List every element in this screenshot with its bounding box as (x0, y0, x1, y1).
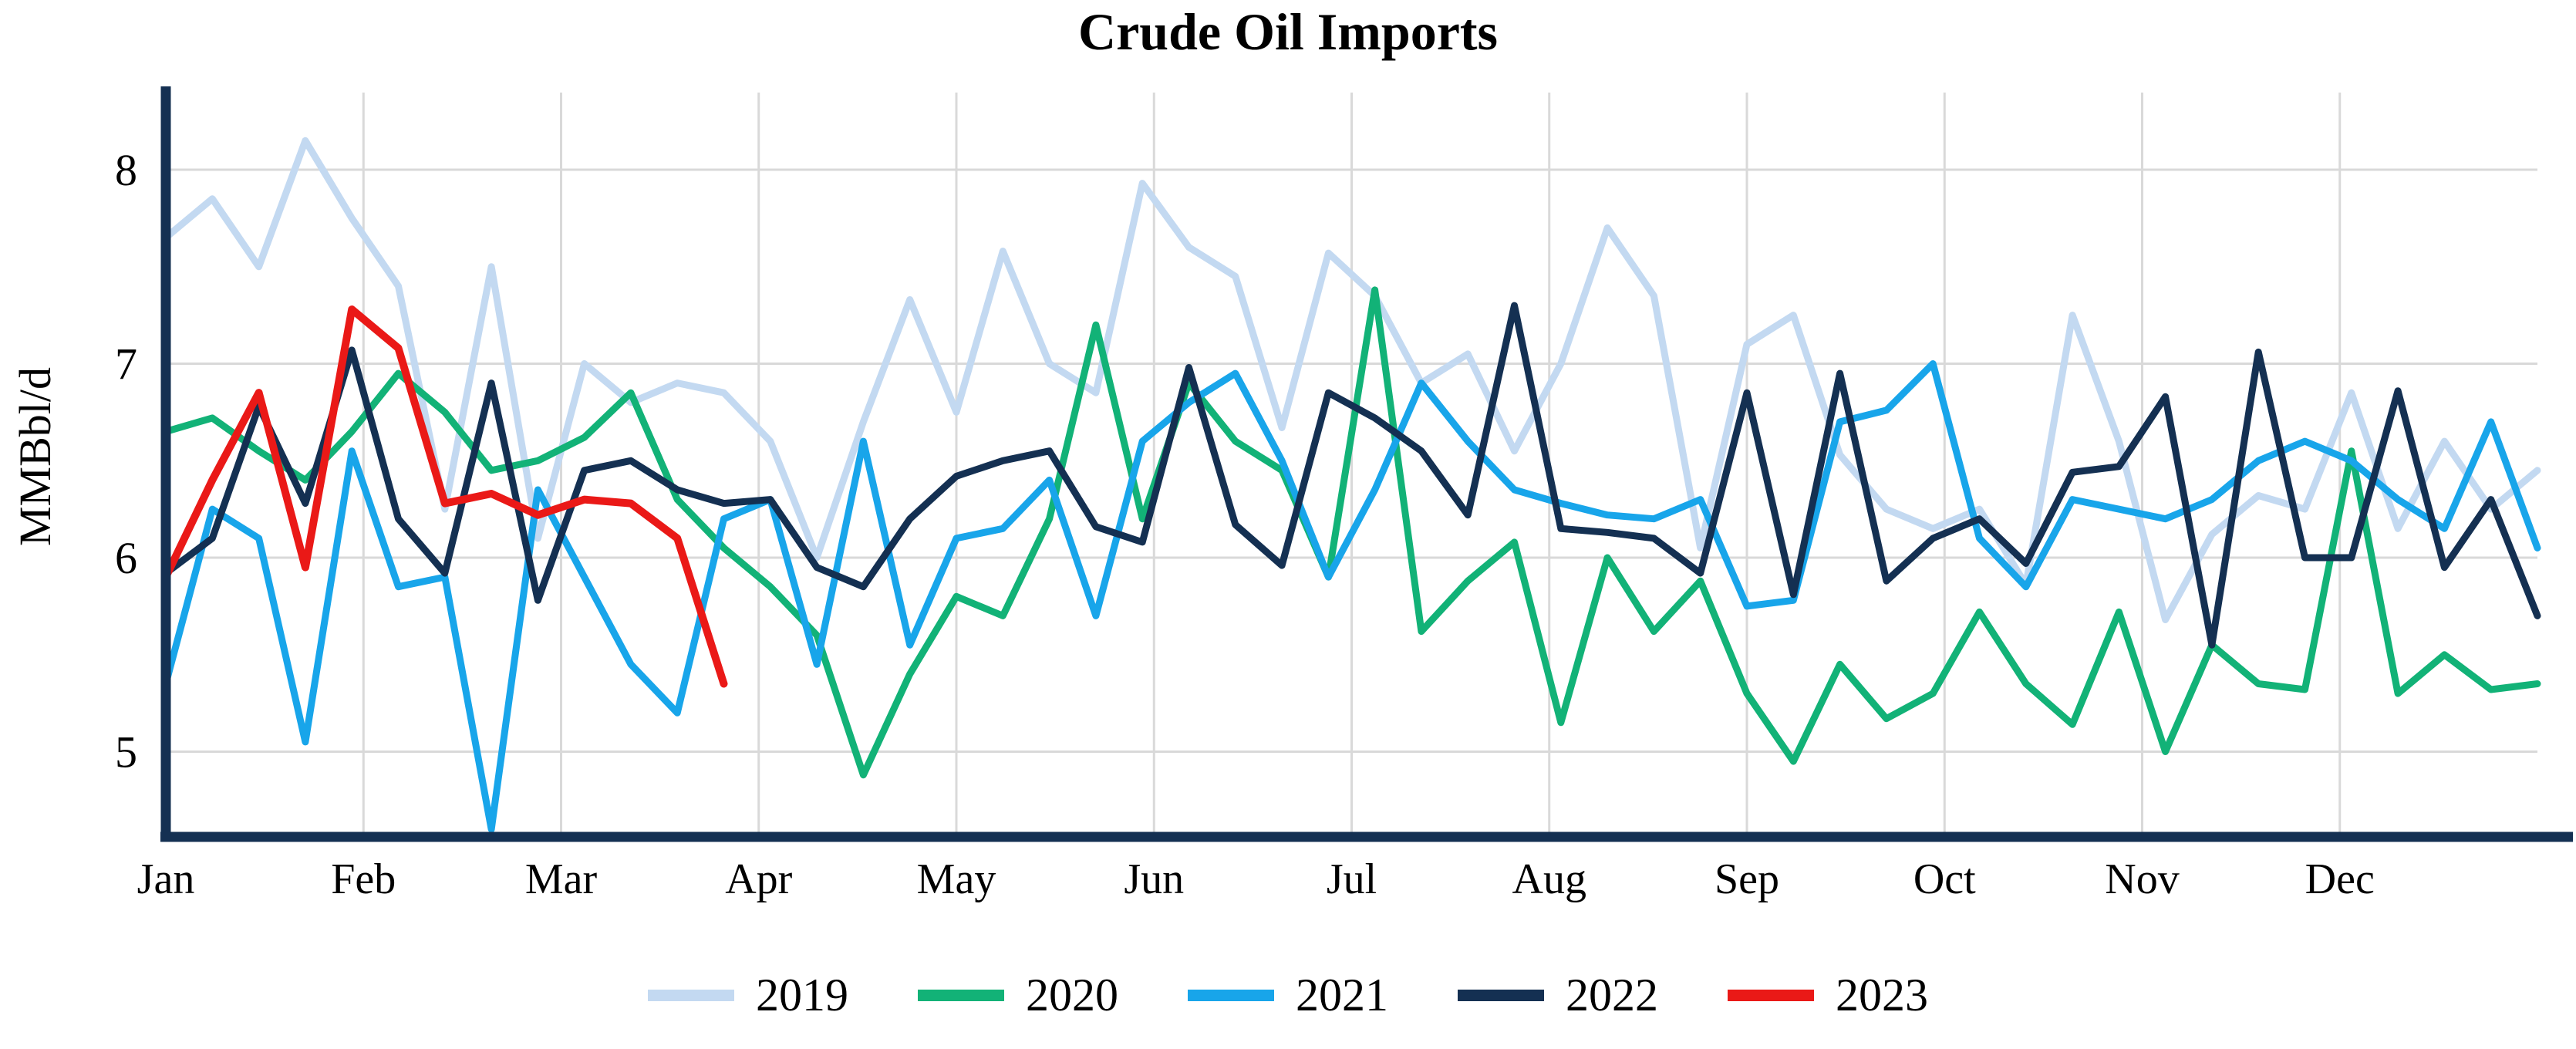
chart-title: Crude Oil Imports (1078, 2, 1498, 61)
legend-item-2021: 2021 (1188, 972, 1388, 1018)
legend-label-2021: 2021 (1296, 970, 1388, 1020)
legend-label-2020: 2020 (1026, 970, 1118, 1020)
x-tick-label-Mar: Mar (525, 855, 598, 903)
x-tick-label-Feb: Feb (331, 855, 396, 903)
legend-label-2019: 2019 (756, 970, 848, 1020)
legend: 2019 2020 2021 2022 2023 (0, 972, 2576, 1018)
series-line-2023 (162, 305, 728, 688)
legend-label-2023: 2023 (1836, 970, 1928, 1020)
x-tick-label-Sep: Sep (1715, 855, 1779, 903)
x-tick-label-Oct: Oct (1913, 855, 1976, 903)
legend-swatch-2019 (648, 989, 734, 1001)
legend-item-2020: 2020 (918, 972, 1118, 1018)
legend-item-2023: 2023 (1728, 972, 1928, 1018)
series-line-2020 (162, 286, 2541, 779)
legend-swatch-2021 (1188, 989, 1274, 1001)
legend-swatch-2023 (1728, 989, 1814, 1001)
y-tick-label-8: 8 (115, 145, 137, 195)
legend-swatch-2020 (918, 989, 1004, 1001)
x-tick-label-Aug: Aug (1512, 855, 1586, 903)
legend-item-2019: 2019 (648, 972, 848, 1018)
legend-item-2022: 2022 (1458, 972, 1658, 1018)
x-tick-label-Jul: Jul (1327, 855, 1377, 903)
y-tick-label-6: 6 (115, 533, 137, 583)
x-tick-label-Jun: Jun (1124, 855, 1184, 903)
x-tick-label-May: May (917, 855, 996, 903)
y-tick-label-5: 5 (115, 727, 137, 777)
legend-label-2022: 2022 (1566, 970, 1658, 1020)
series-line-2022 (162, 302, 2541, 649)
x-tick-label-Dec: Dec (2305, 855, 2375, 903)
y-tick-label-7: 7 (115, 339, 137, 390)
x-tick-label-Jan: Jan (137, 855, 195, 903)
legend-swatch-2022 (1458, 989, 1544, 1001)
x-tick-label-Apr: Apr (725, 855, 792, 903)
x-tick-label-Nov: Nov (2105, 855, 2179, 903)
